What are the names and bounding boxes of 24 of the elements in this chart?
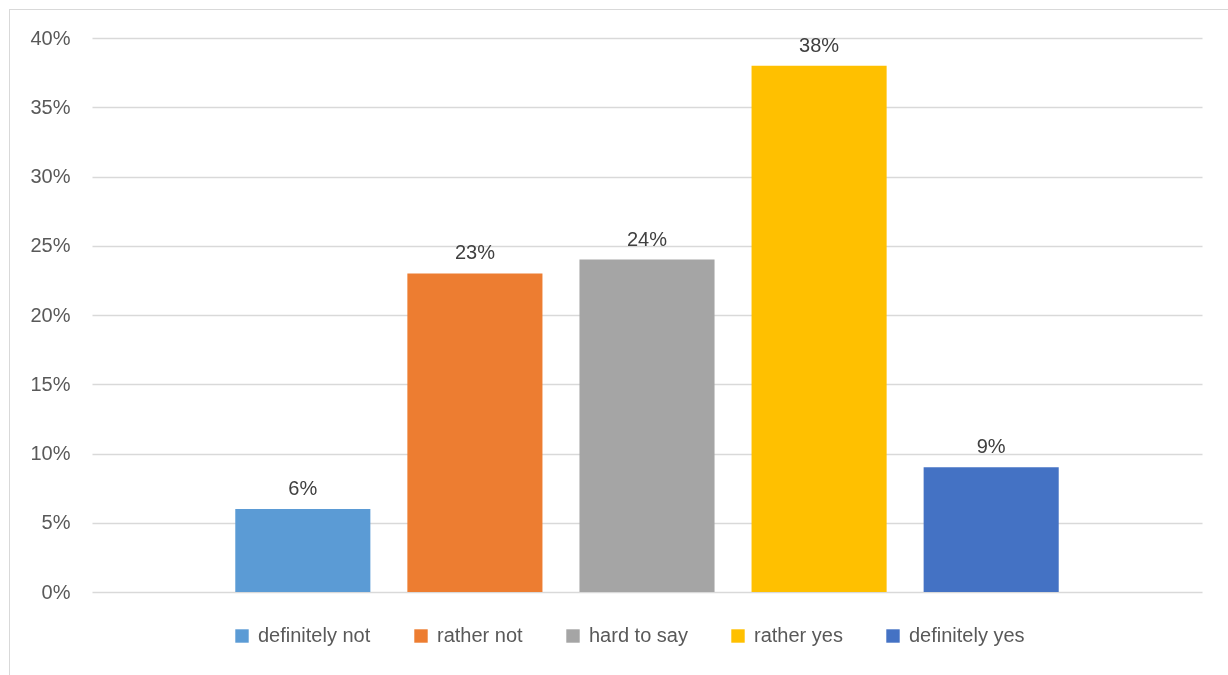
data-label: 24% (626, 227, 668, 250)
legend-label: rather yes (754, 624, 843, 646)
y-tick-label: 30% (30, 165, 71, 187)
bar (407, 273, 543, 592)
legend-label: hard to say (589, 624, 688, 646)
legend-label: rather not (437, 624, 524, 646)
y-tick-label: 5% (41, 511, 71, 534)
y-tick-label: 15% (30, 372, 71, 395)
bar (923, 467, 1059, 592)
legend-label: definitely yes (909, 624, 1025, 646)
data-label: 6% (288, 476, 318, 499)
data-label: 23% (454, 241, 496, 264)
bar (579, 259, 715, 592)
y-tick-label: 40% (30, 26, 71, 49)
bar (235, 508, 371, 592)
y-tick-label: 35% (30, 95, 71, 118)
legend-label: definitely not (258, 624, 371, 646)
data-label: 38% (799, 33, 840, 56)
y-tick-label: 25% (30, 234, 71, 257)
data-label: 9% (976, 435, 1006, 458)
y-tick-label: 0% (41, 580, 71, 603)
bar (751, 65, 887, 592)
y-tick-label: 10% (30, 442, 71, 464)
y-tick-label: 20% (30, 303, 71, 326)
